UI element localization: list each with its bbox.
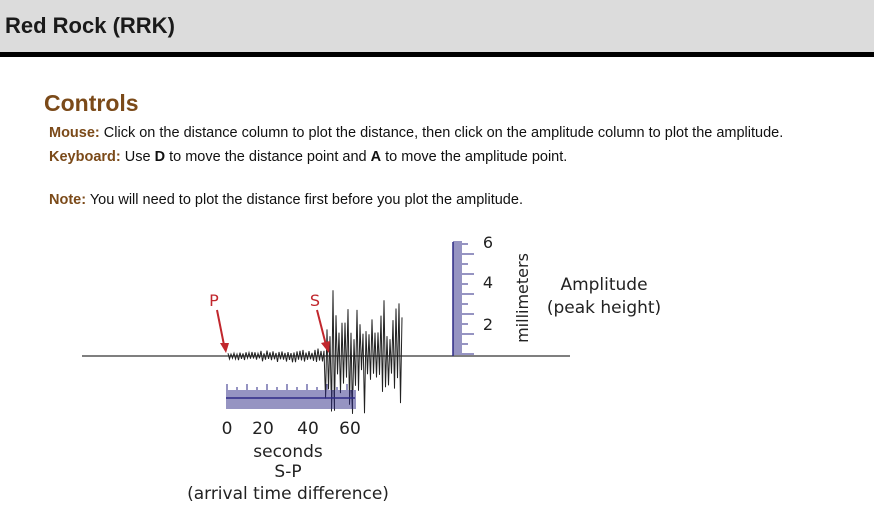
amp-tick-2: 2 bbox=[483, 315, 493, 334]
mouse-instruction: Mouse: Click on the distance column to p… bbox=[49, 125, 783, 141]
s-wave-label: S bbox=[310, 291, 320, 310]
amp-subtitle-label: (peak height) bbox=[547, 298, 661, 318]
page-header: Red Rock (RRK) bbox=[0, 0, 874, 57]
distance-tick-labels: 0 20 40 60 bbox=[222, 419, 361, 439]
key-d: D bbox=[154, 149, 166, 165]
station-title: Red Rock (RRK) bbox=[5, 13, 175, 38]
note-text: You will need to plot the distance first… bbox=[89, 192, 523, 208]
time-title-label: S-P bbox=[274, 462, 301, 482]
note-instruction: Note: You will need to plot the distance… bbox=[49, 192, 523, 208]
amplitude-scale[interactable] bbox=[452, 241, 474, 356]
amp-title-label: Amplitude bbox=[560, 275, 647, 295]
time-tick-60: 60 bbox=[339, 419, 361, 439]
note-label: Note: bbox=[49, 192, 87, 208]
s-wave-arrow-shaft bbox=[316, 309, 327, 346]
keyboard-text-mid: to move the distance point and bbox=[165, 149, 371, 165]
time-tick-40: 40 bbox=[297, 419, 319, 439]
amp-tick-6: 6 bbox=[483, 233, 493, 252]
amp-tick-4: 4 bbox=[483, 273, 493, 292]
keyboard-text-post: to move the amplitude point. bbox=[381, 149, 568, 165]
time-subtitle-label: (arrival time difference) bbox=[187, 484, 389, 504]
distance-scale[interactable] bbox=[226, 384, 356, 409]
p-wave-arrow-head bbox=[220, 343, 229, 353]
keyboard-instruction: Keyboard: Use D to move the distance poi… bbox=[49, 149, 567, 165]
keyboard-label: Keyboard: bbox=[49, 149, 121, 165]
p-wave-arrow-shaft bbox=[216, 309, 225, 346]
seismogram-trace bbox=[227, 290, 403, 414]
s-wave-arrow-head bbox=[321, 341, 330, 353]
amp-unit-label: millimeters bbox=[513, 253, 532, 343]
keyboard-text-pre: Use bbox=[124, 149, 155, 165]
time-unit-label: seconds bbox=[253, 442, 323, 462]
p-wave-label: P bbox=[209, 291, 219, 310]
time-tick-20: 20 bbox=[252, 419, 274, 439]
mouse-text: Click on the distance column to plot the… bbox=[103, 125, 784, 141]
time-tick-0: 0 bbox=[222, 419, 233, 439]
key-a: A bbox=[370, 149, 382, 165]
controls-heading: Controls bbox=[44, 90, 139, 116]
mouse-label: Mouse: bbox=[49, 125, 100, 141]
